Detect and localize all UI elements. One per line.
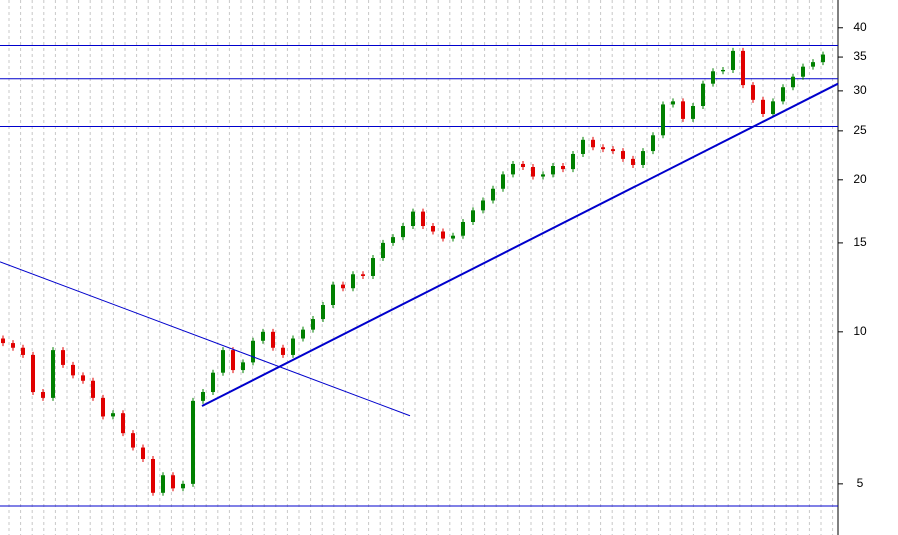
candle-body: [421, 211, 425, 227]
candle-body: [221, 350, 225, 373]
candle-body: [631, 158, 635, 165]
candle-body: [641, 151, 645, 165]
candle-body: [511, 163, 515, 175]
candle-body: [501, 174, 505, 189]
candle-body: [621, 151, 625, 159]
y-tick-label: 40: [853, 20, 867, 34]
candle-body: [381, 242, 385, 259]
trendline: [201, 82, 839, 407]
candle-body: [171, 475, 175, 489]
candle-body: [671, 101, 675, 105]
candle-body: [721, 69, 725, 72]
candle-body: [801, 66, 805, 77]
candle-body: [471, 210, 475, 222]
y-tick-label: 30: [853, 83, 867, 97]
candle-body: [91, 380, 95, 398]
candle-body: [551, 165, 555, 175]
candle-body: [251, 340, 255, 363]
candle-body: [661, 104, 665, 136]
candle-body: [821, 54, 825, 63]
candle-body: [311, 319, 315, 330]
candle-body: [271, 331, 275, 348]
candle-body: [581, 139, 585, 154]
candle-body: [611, 149, 615, 152]
candle-body: [11, 343, 15, 348]
candle-body: [681, 101, 685, 119]
candle-body: [411, 211, 415, 227]
candle-body: [131, 433, 135, 448]
candle-body: [491, 188, 495, 201]
candle-body: [81, 375, 85, 381]
candle-body: [281, 347, 285, 355]
candle-body: [321, 305, 325, 320]
y-tick-label: 35: [853, 49, 867, 63]
trendline: [0, 261, 411, 417]
candle-body: [261, 331, 265, 341]
candle-body: [451, 235, 455, 239]
y-tick-label: 20: [853, 172, 867, 186]
candle-body: [241, 362, 245, 371]
candle-body: [121, 413, 125, 434]
candle-body: [361, 274, 365, 276]
candle-body: [111, 413, 115, 417]
candle-body: [351, 274, 355, 289]
candle-body: [761, 99, 765, 114]
candle-body: [101, 397, 105, 417]
candle-body: [691, 106, 695, 119]
candle-body: [591, 139, 595, 148]
candle-body: [391, 237, 395, 243]
candle-body: [51, 350, 55, 398]
candle-body: [811, 62, 815, 67]
candle-body: [141, 447, 145, 459]
candle-body: [161, 475, 165, 493]
candle-body: [651, 135, 655, 152]
candle-body: [741, 50, 745, 86]
candle-body: [231, 350, 235, 371]
candle-body: [781, 87, 785, 102]
candle-body: [711, 71, 715, 84]
candle-body: [331, 284, 335, 306]
candle-body: [461, 221, 465, 236]
candle-body: [571, 153, 575, 170]
y-tick-label: 10: [853, 324, 867, 338]
y-tick-label: 25: [853, 123, 867, 137]
candle-body: [1, 338, 5, 344]
candle-body: [791, 76, 795, 88]
candle-body: [21, 347, 25, 355]
candle-body: [431, 226, 435, 232]
candle-body: [441, 231, 445, 239]
candle-body: [701, 83, 705, 107]
candle-body: [291, 338, 295, 355]
candle-body: [561, 165, 565, 170]
candle-body: [401, 226, 405, 238]
candle-body: [731, 50, 735, 70]
y-tick-label: 5: [857, 476, 864, 490]
candle-body: [41, 392, 45, 398]
candle-body: [541, 174, 545, 177]
candle-body: [751, 85, 755, 100]
candle-body: [71, 364, 75, 376]
candle-body: [371, 258, 375, 276]
candle-body: [31, 354, 35, 393]
candle-body: [61, 350, 65, 365]
candle-body: [211, 372, 215, 393]
candle-body: [531, 167, 535, 177]
candle-body: [181, 483, 185, 489]
candle-body: [151, 458, 155, 493]
candle-body: [191, 400, 195, 484]
candle-body: [521, 163, 525, 168]
candle-body: [601, 147, 605, 150]
candle-body: [481, 200, 485, 211]
candle-body: [771, 101, 775, 114]
y-tick-label: 15: [853, 235, 867, 249]
candle-body: [301, 329, 305, 339]
candle-body: [341, 284, 345, 289]
candle-body: [201, 392, 205, 401]
